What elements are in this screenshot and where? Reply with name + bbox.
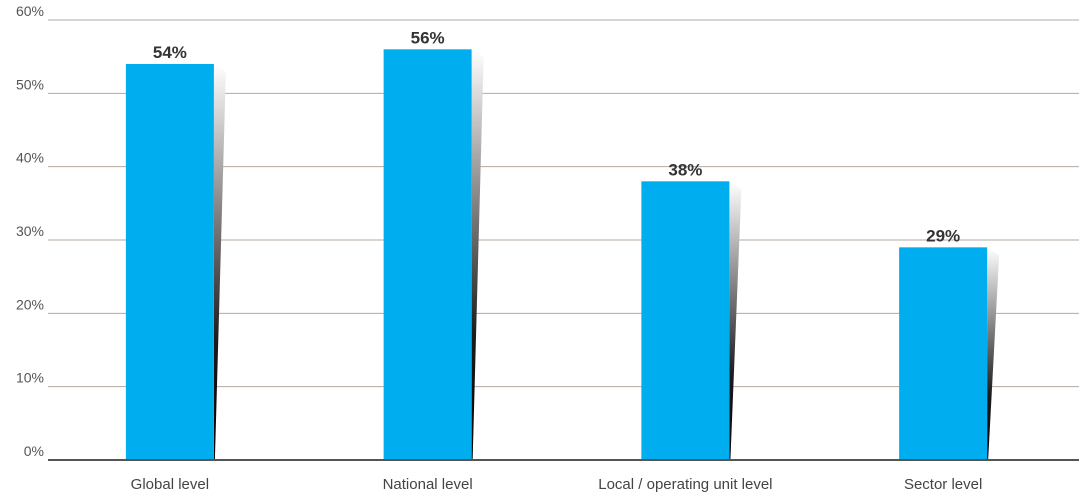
bars (125, 49, 988, 461)
bar-shadow (213, 64, 226, 460)
bar-value-label: 29% (926, 226, 960, 245)
x-category-label: Sector level (904, 476, 982, 493)
bar-value-label: 56% (411, 28, 445, 47)
bar-shadow (471, 49, 484, 460)
y-axis-ticks: 0% 10% 20% 30% 40% 50% 60% (16, 3, 44, 459)
y-tick-label: 50% (16, 76, 44, 92)
bar-shadow (729, 181, 742, 461)
bar (383, 49, 472, 460)
x-category-label: Global level (131, 476, 209, 493)
bar (899, 247, 988, 460)
x-category-label: National level (383, 476, 473, 493)
data-labels: 54% 56% 38% 29% (153, 28, 960, 245)
bar-shadow (987, 247, 1000, 460)
bar-shadows (213, 49, 1000, 461)
y-tick-label: 0% (24, 443, 44, 459)
y-tick-label: 30% (16, 223, 44, 239)
x-category-label: Local / operating unit level (598, 476, 772, 493)
bar (125, 64, 214, 460)
bar-value-label: 38% (668, 160, 702, 179)
y-tick-label: 10% (16, 370, 44, 386)
bar-value-label: 54% (153, 43, 187, 62)
y-tick-label: 40% (16, 150, 44, 166)
y-tick-label: 20% (16, 296, 44, 312)
y-tick-label: 60% (16, 3, 44, 19)
bar (641, 181, 730, 461)
x-axis-categories: Global level National level Local / operat… (131, 476, 983, 493)
